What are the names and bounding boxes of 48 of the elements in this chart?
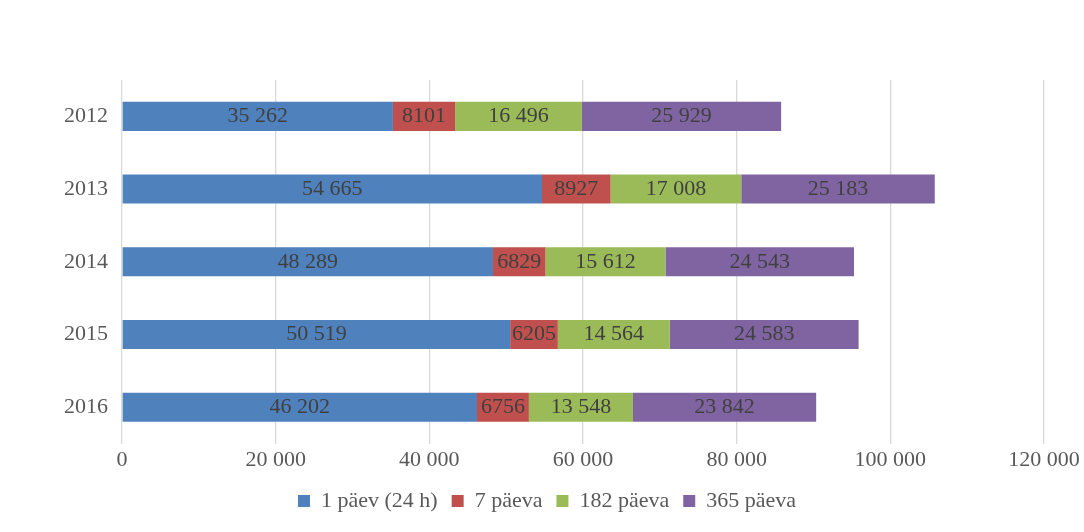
- legend-label: 7 päeva: [474, 486, 543, 512]
- x-tick-label: 120 000: [1008, 445, 1080, 471]
- data-label: 24 583: [733, 320, 795, 346]
- data-label: 15 612: [575, 247, 636, 273]
- data-label: 46 202: [269, 393, 331, 419]
- data-label: 48 289: [277, 247, 339, 273]
- data-label: 16 496: [488, 102, 549, 128]
- data-label: 17 008: [645, 174, 707, 200]
- data-label: 25 929: [651, 102, 712, 128]
- bar: [122, 247, 494, 277]
- y-tick-label: 2014: [64, 247, 108, 273]
- x-tick-label: 60 000: [552, 445, 614, 471]
- bar: [632, 392, 817, 422]
- bar: [122, 392, 477, 422]
- bar: [455, 101, 582, 131]
- bar: [122, 101, 393, 131]
- legend-label: 182 päeva: [579, 486, 670, 512]
- bar: [545, 247, 666, 277]
- bar: [665, 247, 855, 277]
- bar: [581, 101, 782, 131]
- y-tick-label: 2016: [64, 393, 108, 419]
- data-label: 8927: [554, 174, 599, 200]
- data-label: 6205: [511, 320, 556, 346]
- x-tick-label: 0: [116, 445, 128, 471]
- data-label: 13 548: [550, 393, 612, 419]
- data-label: 35 262: [227, 102, 289, 128]
- data-label: 6756: [480, 393, 525, 419]
- y-tick-label: 2012: [64, 102, 108, 128]
- legend-label: 1 päev (24 h): [320, 486, 438, 512]
- data-label: 54 665: [302, 174, 363, 200]
- x-tick-label: 20 000: [245, 445, 306, 471]
- bar: [669, 319, 859, 350]
- data-label: 23 842: [694, 393, 755, 419]
- legend-label: 365 päeva: [706, 486, 797, 512]
- x-tick-label: 100 000: [854, 445, 927, 471]
- data-label: 25 183: [807, 174, 869, 200]
- bar: [741, 174, 935, 204]
- data-label: 8101: [402, 102, 447, 128]
- data-label: 6829: [497, 247, 542, 273]
- data-label: 50 519: [286, 320, 347, 346]
- x-tick-label: 80 000: [706, 445, 767, 471]
- bar: [122, 319, 511, 350]
- data-label: 14 564: [583, 320, 645, 346]
- y-tick-label: 2013: [64, 174, 108, 200]
- bar: [122, 174, 543, 204]
- x-tick-label: 40 000: [399, 445, 460, 471]
- y-tick-label: 2015: [64, 320, 108, 346]
- data-label: 24 543: [729, 247, 790, 273]
